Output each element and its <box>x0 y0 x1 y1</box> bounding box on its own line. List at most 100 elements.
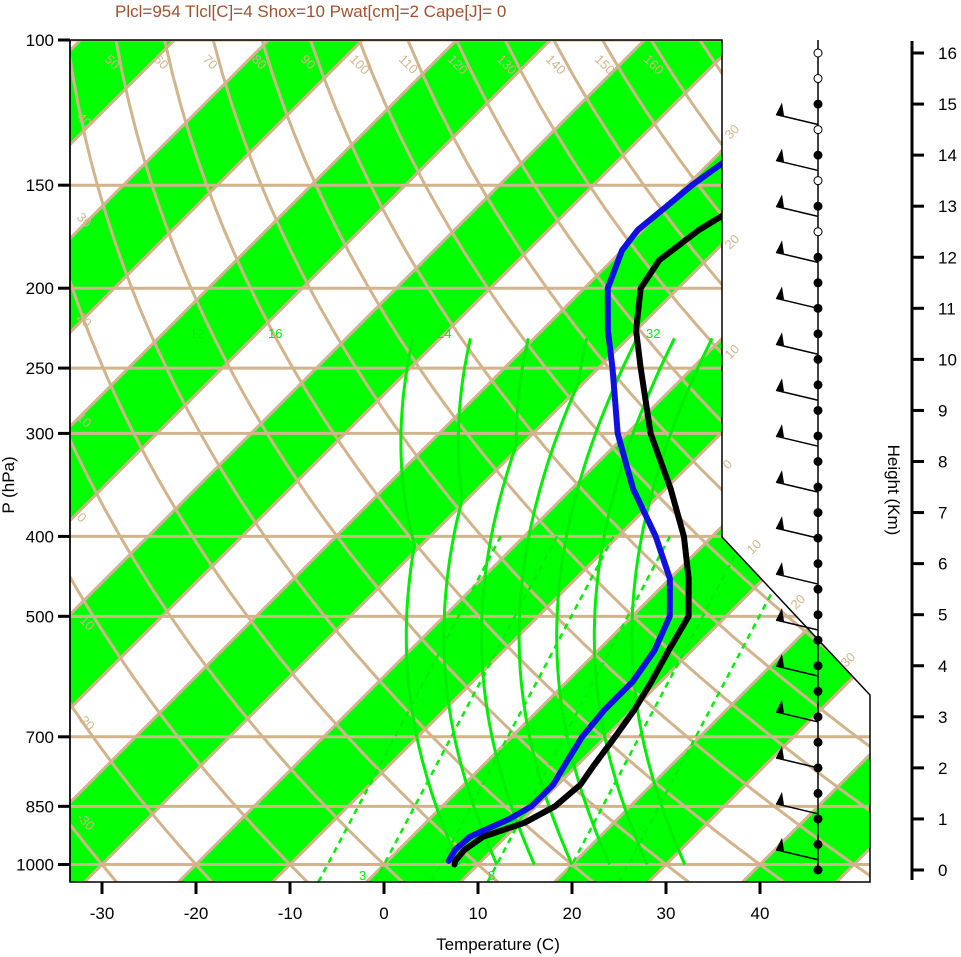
moist-adiabat <box>592 337 676 866</box>
wind-dot <box>813 48 823 58</box>
y-tick-label: 400 <box>26 527 54 546</box>
dry-adiabat <box>70 40 404 882</box>
height-tick-label: 7 <box>938 504 947 523</box>
mixing-ratio-line <box>561 535 747 882</box>
height-tick-label: 12 <box>938 248 957 267</box>
dry-adiabat <box>211 40 870 882</box>
wind-dot <box>813 201 823 211</box>
isotherm-band <box>70 40 363 882</box>
y-tick-label: 300 <box>26 424 54 443</box>
band-label: 20 <box>788 591 809 612</box>
moist-adiabat <box>399 337 461 866</box>
wind-dot <box>813 712 823 722</box>
wind-flag <box>776 516 784 530</box>
wind-barb <box>775 389 819 401</box>
wind-barb <box>775 159 819 172</box>
x-tick-label: 10 <box>469 904 488 923</box>
band-label: 10 <box>744 536 765 557</box>
wind-dot <box>813 559 823 569</box>
wind-dot <box>813 661 823 671</box>
dry-adiabat <box>70 40 499 882</box>
height-tick-label: 5 <box>938 606 947 625</box>
wind-dot <box>813 610 823 620</box>
y-tick-label: 700 <box>26 728 54 747</box>
wind-barb <box>775 803 819 815</box>
wind-barb <box>775 113 819 126</box>
wind-flag <box>776 286 784 300</box>
wind-dot <box>813 405 823 415</box>
wind-dot <box>813 814 823 824</box>
y-axis-label: P (hPa) <box>0 456 18 513</box>
wind-barb <box>775 711 819 723</box>
wind-dot <box>813 737 823 747</box>
wind-flag <box>776 837 784 851</box>
wind-flag <box>776 102 784 116</box>
dry-adiabat <box>70 40 309 882</box>
moist-label: 32 <box>646 326 660 341</box>
band-label: 20 <box>722 231 743 252</box>
moist-adiabat <box>517 337 589 866</box>
wind-column <box>775 40 823 875</box>
height-tick-label: 11 <box>938 299 956 318</box>
isotherm-line <box>647 40 870 882</box>
height-tick-label: 15 <box>938 95 957 114</box>
wind-flag <box>776 194 784 208</box>
wind-barb <box>775 849 819 861</box>
mixing-label: 8 <box>488 868 495 883</box>
mixing-ratio-line <box>430 535 615 882</box>
band-label: 30 <box>722 121 743 142</box>
wind-dot <box>813 865 823 875</box>
x-tick-label: -10 <box>278 904 303 923</box>
x-tick-label: 20 <box>563 904 582 923</box>
moist-adiabat <box>630 337 714 866</box>
height-tick-label: 3 <box>938 708 947 727</box>
wind-barb <box>775 481 819 493</box>
height-tick-label: 16 <box>938 44 957 63</box>
mixing-label: 3 <box>359 868 366 883</box>
isotherm-band <box>178 40 870 882</box>
wind-barb <box>775 435 819 447</box>
wind-flag <box>776 562 784 576</box>
moist-label: 16 <box>268 326 282 341</box>
moist-adiabat <box>555 337 639 866</box>
wind-dot <box>813 354 823 364</box>
isotherm-line <box>177 40 870 882</box>
wind-dot <box>813 508 823 518</box>
wind-flag <box>776 148 784 162</box>
height-tick-label: 8 <box>938 453 947 472</box>
wind-flag <box>776 699 784 713</box>
isotherm-line <box>70 40 646 882</box>
wind-dot <box>813 329 823 339</box>
height-tick-label: 0 <box>938 861 947 880</box>
height-tick-label: 6 <box>938 555 947 574</box>
isotherm-band <box>70 40 870 882</box>
dry-adiabat <box>455 40 870 882</box>
wind-dot <box>813 686 823 696</box>
wind-dot <box>813 457 823 466</box>
isotherm-line <box>70 40 552 882</box>
y-tick-label: 100 <box>26 31 54 50</box>
wind-barb <box>775 527 819 539</box>
wind-dot <box>813 125 823 135</box>
wind-dot <box>813 431 823 441</box>
height-tick-label: 14 <box>938 146 957 165</box>
y-tick-label: 200 <box>26 279 54 298</box>
band-label: 10 <box>722 341 743 362</box>
wind-dot <box>813 278 823 288</box>
chart-title: Plcl=954 Tlcl[C]=4 Shox=10 Pwat[cm]=2 Ca… <box>115 2 506 21</box>
x-tick-label: 0 <box>379 904 388 923</box>
isotherm-line <box>70 40 740 882</box>
x-tick-label: 30 <box>657 904 676 923</box>
dry-adiabat <box>894 40 961 882</box>
wind-barb <box>775 297 819 310</box>
x-axis-label: Temperature (C) <box>436 935 560 954</box>
wind-dot <box>813 839 823 849</box>
wind-barb <box>775 665 819 677</box>
wind-dot <box>813 584 823 594</box>
x-tick-label: -20 <box>184 904 209 923</box>
mixing-ratio-line <box>618 535 803 882</box>
wind-barb <box>775 573 819 585</box>
dry-adiabat <box>163 40 785 882</box>
isotherm-line <box>70 40 270 882</box>
